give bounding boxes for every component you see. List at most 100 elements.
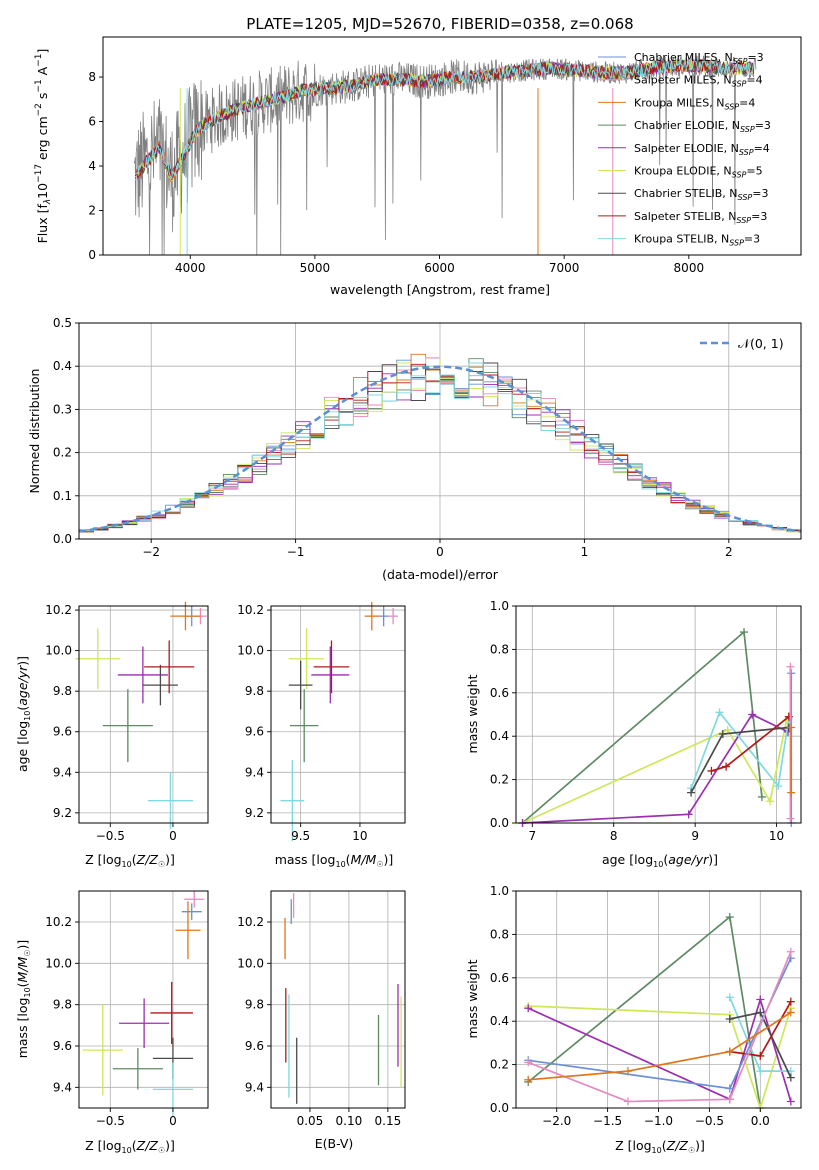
histogram-ylabel: Normed distribution xyxy=(27,369,42,494)
agez-xlabel: Z [log10(Z/Z☉)] xyxy=(85,852,175,869)
y-tick-label: 2 xyxy=(88,204,96,218)
weight-marker xyxy=(623,1097,632,1106)
wz-ylabel: mass weight xyxy=(465,959,480,1038)
x-tick-label: 0 xyxy=(169,1114,177,1128)
spectrum-data xyxy=(133,55,757,255)
y-tick-label: 1.0 xyxy=(490,599,509,613)
ylabel-part: ] xyxy=(35,49,50,54)
y-tick-label: 0.0 xyxy=(490,816,509,830)
ylabel-part: 10 xyxy=(35,183,50,199)
weight-marker xyxy=(756,1008,765,1017)
x-tick-label: −1.0 xyxy=(644,1114,673,1128)
weight-marker xyxy=(718,730,727,739)
legend-label: Salpeter STELIB, NSSP=3 xyxy=(634,210,767,225)
weight-marker xyxy=(725,1047,734,1056)
x-tick-label: 0.10 xyxy=(336,1114,363,1128)
mz-xlabel: Z [log10(Z/Z☉)] xyxy=(85,1138,175,1155)
weight-marker xyxy=(725,1015,734,1024)
histogram-data xyxy=(79,353,801,534)
weight-marker xyxy=(787,723,796,732)
y-tick-label: 6 xyxy=(88,115,96,129)
weight-marker xyxy=(725,1095,734,1104)
y-tick-label: 9.6 xyxy=(245,1039,264,1053)
spectrum-legend: Chabrier MILES, NSSP=3 Salpeter MILES, NS… xyxy=(598,51,771,248)
x-tick-label: 0 xyxy=(436,545,444,559)
y-tick-label: 9.4 xyxy=(245,1080,264,1094)
agem-xlabel: mass [log10(M/M☉)] xyxy=(275,852,394,869)
y-tick-label: 10.2 xyxy=(237,915,264,929)
weight-marker xyxy=(766,797,775,806)
weight-marker xyxy=(786,1073,795,1082)
weight-marker xyxy=(623,1067,632,1076)
axes-frame xyxy=(270,890,406,1109)
legend-label: Chabrier ELODIE, NSSP=3 xyxy=(634,119,771,134)
weight-line xyxy=(527,951,792,1103)
histogram-legend: 𝒩(0, 1) xyxy=(700,336,784,351)
legend-label: Chabrier MILES, NSSP=3 xyxy=(634,51,764,66)
spectrum-title: PLATE=1205, MJD=52670, FIBERID=0358, z=0… xyxy=(246,15,633,33)
weight-marker xyxy=(725,993,734,1002)
normal-reference-curve xyxy=(79,365,801,533)
legend-label: Kroupa MILES, NSSP=4 xyxy=(634,96,755,111)
massweight-vs-metallicity-panel: −2.0 −1.5 −1.0 −0.5 0.0 0.0 0.2 0.4 0.6 0.8 1.0 xyxy=(490,884,802,1128)
legend-label: Kroupa ELODIE, NSSP=5 xyxy=(634,165,763,180)
y-tick-label: 0.2 xyxy=(490,1058,509,1072)
x-tick-label: 8 xyxy=(610,829,618,843)
mz-ylabel: mass [log10(M/M☉)] xyxy=(15,940,32,1059)
y-tick-label: 0.6 xyxy=(490,971,509,985)
spectrum-panel: PLATE=1205, MJD=52670, FIBERID=0358, z=0… xyxy=(34,15,802,297)
y-tick-label: 10.0 xyxy=(45,956,72,970)
x-tick-label: 0.0 xyxy=(751,1114,770,1128)
weight-marker xyxy=(725,1084,734,1093)
y-tick-label: 9.6 xyxy=(53,725,72,739)
y-tick-label: 0.4 xyxy=(53,359,72,373)
y-tick-label: 10.0 xyxy=(237,644,264,658)
ylabel-part: −2 xyxy=(34,103,44,116)
weight-marker xyxy=(725,913,734,922)
spectrum-ylabel: Flux [fλ10−17 erg cm−2 s−1 A−1] xyxy=(34,49,53,244)
y-tick-label: 9.2 xyxy=(245,806,264,820)
ylabel-part: s xyxy=(35,93,50,104)
mass-vs-metallicity-panel: −0.5 0 9.4 9.6 9.8 10.0 10.2 xyxy=(45,890,209,1128)
y-tick-label: 0.2 xyxy=(490,773,509,787)
y-tick-label: 1.0 xyxy=(490,884,509,898)
y-tick-label: 0.4 xyxy=(490,1014,509,1028)
axes-frame xyxy=(78,605,209,824)
weight-marker xyxy=(756,995,765,1004)
y-tick-label: 9.8 xyxy=(245,684,264,698)
x-tick-label: 2 xyxy=(725,545,733,559)
legend-label: Salpeter MILES, NSSP=4 xyxy=(634,74,763,89)
x-tick-label: −2 xyxy=(142,545,160,559)
x-tick-label: 7000 xyxy=(549,261,580,275)
y-tick-label: 4 xyxy=(88,159,96,173)
weight-marker xyxy=(524,1004,533,1013)
age-vs-metallicity-panel: −0.5 0 9.2 9.4 9.6 9.8 10.0 10.2 xyxy=(45,601,209,843)
y-tick-label: 10.2 xyxy=(45,603,72,617)
y-tick-label: 8 xyxy=(88,70,96,84)
weight-marker xyxy=(786,947,795,956)
y-tick-label: 0.5 xyxy=(53,316,72,330)
spectrum-axes: 4000 5000 6000 7000 8000 0 2 4 6 8 xyxy=(88,36,802,275)
ylabel-part: −1 xyxy=(34,54,44,67)
weight-marker xyxy=(757,792,766,801)
weight-marker xyxy=(684,810,693,819)
weight-marker xyxy=(756,1067,765,1076)
x-tick-label: 5000 xyxy=(300,261,331,275)
histogram-9 xyxy=(79,362,801,533)
weight-marker xyxy=(748,710,757,719)
y-tick-label: 9.4 xyxy=(245,765,264,779)
weight-marker xyxy=(786,1097,795,1106)
y-tick-label: 0.0 xyxy=(53,532,72,546)
ylabel-part: −1 xyxy=(34,79,44,92)
y-tick-label: 0.3 xyxy=(53,402,72,416)
y-tick-label: 0.0 xyxy=(490,1101,509,1115)
y-tick-label: 9.4 xyxy=(53,765,72,779)
weight-marker xyxy=(722,762,731,771)
weight-marker xyxy=(715,708,724,717)
weight-marker xyxy=(524,1058,533,1067)
y-tick-label: 9.4 xyxy=(53,1080,72,1094)
agez-ylabel: age [log10(age/yr)] xyxy=(15,656,32,772)
y-tick-label: 0.4 xyxy=(490,729,509,743)
y-tick-label: 0 xyxy=(88,248,96,262)
legend-label: Chabrier STELIB, NSSP=3 xyxy=(634,187,768,202)
